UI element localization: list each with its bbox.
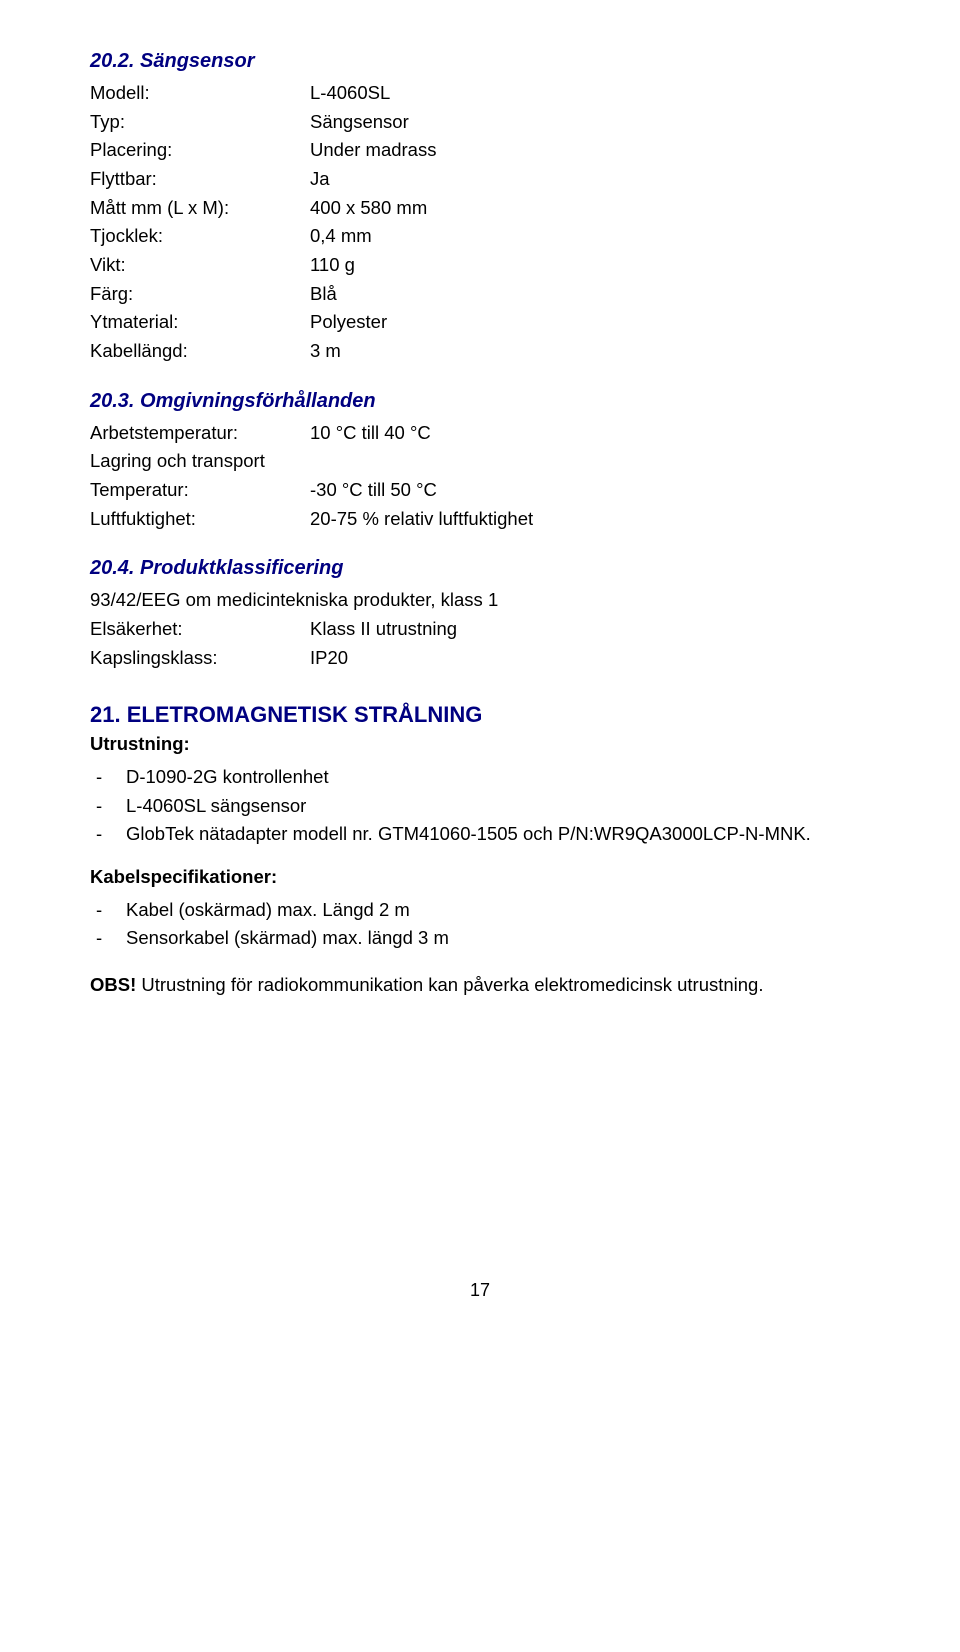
obs-text: Utrustning för radiokommunikation kan på… xyxy=(136,974,763,995)
cable-spec-label: Kabelspecifikationer: xyxy=(90,863,870,892)
page-number: 17 xyxy=(90,1280,870,1301)
equipment-label: Utrustning: xyxy=(90,730,870,759)
section-20-2-heading: 20.2. Sängsensor xyxy=(90,50,870,73)
spec-label: Elsäkerhet: xyxy=(90,615,310,644)
dash-icon: - xyxy=(90,896,126,925)
spec-row: Flyttbar:Ja xyxy=(90,165,870,194)
list-item: -Sensorkabel (skärmad) max. längd 3 m xyxy=(90,924,870,953)
spec-row: Tjocklek:0,4 mm xyxy=(90,222,870,251)
list-item: -D-1090-2G kontrollenhet xyxy=(90,763,870,792)
obs-prefix: OBS! xyxy=(90,974,136,995)
section-20-3-heading: 20.3. Omgivningsförhållanden xyxy=(90,390,870,413)
spec-value: 3 m xyxy=(310,337,870,366)
dash-icon: - xyxy=(90,792,126,821)
section-21: 21. ELETROMAGNETISK STRÅLNING Utrustning… xyxy=(90,702,870,999)
equipment-list: -D-1090-2G kontrollenhet -L-4060SL sängs… xyxy=(90,763,870,849)
obs-note: OBS! Utrustning för radiokommunikation k… xyxy=(90,971,870,1000)
spec-value: Under madrass xyxy=(310,136,870,165)
spec-row: Typ:Sängsensor xyxy=(90,108,870,137)
spec-row: Elsäkerhet:Klass II utrustning xyxy=(90,615,870,644)
spec-value: Klass II utrustning xyxy=(310,615,870,644)
spec-row: Modell:L-4060SL xyxy=(90,79,870,108)
section-20-4: 20.4. Produktklassificering 93/42/EEG om… xyxy=(90,557,870,672)
list-item-text: D-1090-2G kontrollenhet xyxy=(126,763,870,792)
spec-value: Sängsensor xyxy=(310,108,870,137)
spec-label: Ytmaterial: xyxy=(90,308,310,337)
subheading-text: Lagring och transport xyxy=(90,447,870,476)
dash-icon: - xyxy=(90,820,126,849)
spec-value: -30 °C till 50 °C xyxy=(310,476,870,505)
spec-label: Färg: xyxy=(90,280,310,309)
spec-row: Temperatur:-30 °C till 50 °C xyxy=(90,476,870,505)
intro-text: 93/42/EEG om medicintekniska produkter, … xyxy=(90,586,870,615)
spec-label: Flyttbar: xyxy=(90,165,310,194)
spec-value: 110 g xyxy=(310,251,870,280)
spec-value: 400 x 580 mm xyxy=(310,194,870,223)
spec-label: Placering: xyxy=(90,136,310,165)
spec-value: 20-75 % relativ luftfuktighet xyxy=(310,505,870,534)
list-item-text: Kabel (oskärmad) max. Längd 2 m xyxy=(126,896,870,925)
section-21-heading: 21. ELETROMAGNETISK STRÅLNING xyxy=(90,702,870,728)
spec-row: Färg:Blå xyxy=(90,280,870,309)
list-item-text: GlobTek nätadapter modell nr. GTM41060-1… xyxy=(126,820,870,849)
dash-icon: - xyxy=(90,763,126,792)
section-20-3: 20.3. Omgivningsförhållanden Arbetstempe… xyxy=(90,390,870,534)
spec-value: 10 °C till 40 °C xyxy=(310,419,870,448)
spec-value: Ja xyxy=(310,165,870,194)
spec-value: Blå xyxy=(310,280,870,309)
dash-icon: - xyxy=(90,924,126,953)
spec-value: 0,4 mm xyxy=(310,222,870,251)
spec-label: Tjocklek: xyxy=(90,222,310,251)
spec-label: Vikt: xyxy=(90,251,310,280)
spec-row: Placering:Under madrass xyxy=(90,136,870,165)
spec-label: Temperatur: xyxy=(90,476,310,505)
list-item: -Kabel (oskärmad) max. Längd 2 m xyxy=(90,896,870,925)
section-20-4-heading: 20.4. Produktklassificering xyxy=(90,557,870,580)
spec-value: IP20 xyxy=(310,644,870,673)
list-item-text: Sensorkabel (skärmad) max. längd 3 m xyxy=(126,924,870,953)
spec-label: Luftfuktighet: xyxy=(90,505,310,534)
spec-row: Arbetstemperatur:10 °C till 40 °C xyxy=(90,419,870,448)
spec-label: Kapslingsklass: xyxy=(90,644,310,673)
spec-row: Mått mm (L x M):400 x 580 mm xyxy=(90,194,870,223)
spec-label: Typ: xyxy=(90,108,310,137)
list-item: -L-4060SL sängsensor xyxy=(90,792,870,821)
spec-label: Arbetstemperatur: xyxy=(90,419,310,448)
spec-label: Mått mm (L x M): xyxy=(90,194,310,223)
spec-row: Kabellängd:3 m xyxy=(90,337,870,366)
spec-value: Polyester xyxy=(310,308,870,337)
spec-row: Luftfuktighet:20-75 % relativ luftfuktig… xyxy=(90,505,870,534)
section-20-2: 20.2. Sängsensor Modell:L-4060SL Typ:Sän… xyxy=(90,50,870,366)
spec-row: Kapslingsklass:IP20 xyxy=(90,644,870,673)
spec-row: Vikt:110 g xyxy=(90,251,870,280)
spec-label: Kabellängd: xyxy=(90,337,310,366)
list-item: -GlobTek nätadapter modell nr. GTM41060-… xyxy=(90,820,870,849)
spec-value: L-4060SL xyxy=(310,79,870,108)
spec-row: Ytmaterial:Polyester xyxy=(90,308,870,337)
list-item-text: L-4060SL sängsensor xyxy=(126,792,870,821)
cable-spec-list: -Kabel (oskärmad) max. Längd 2 m -Sensor… xyxy=(90,896,870,953)
spec-label: Modell: xyxy=(90,79,310,108)
